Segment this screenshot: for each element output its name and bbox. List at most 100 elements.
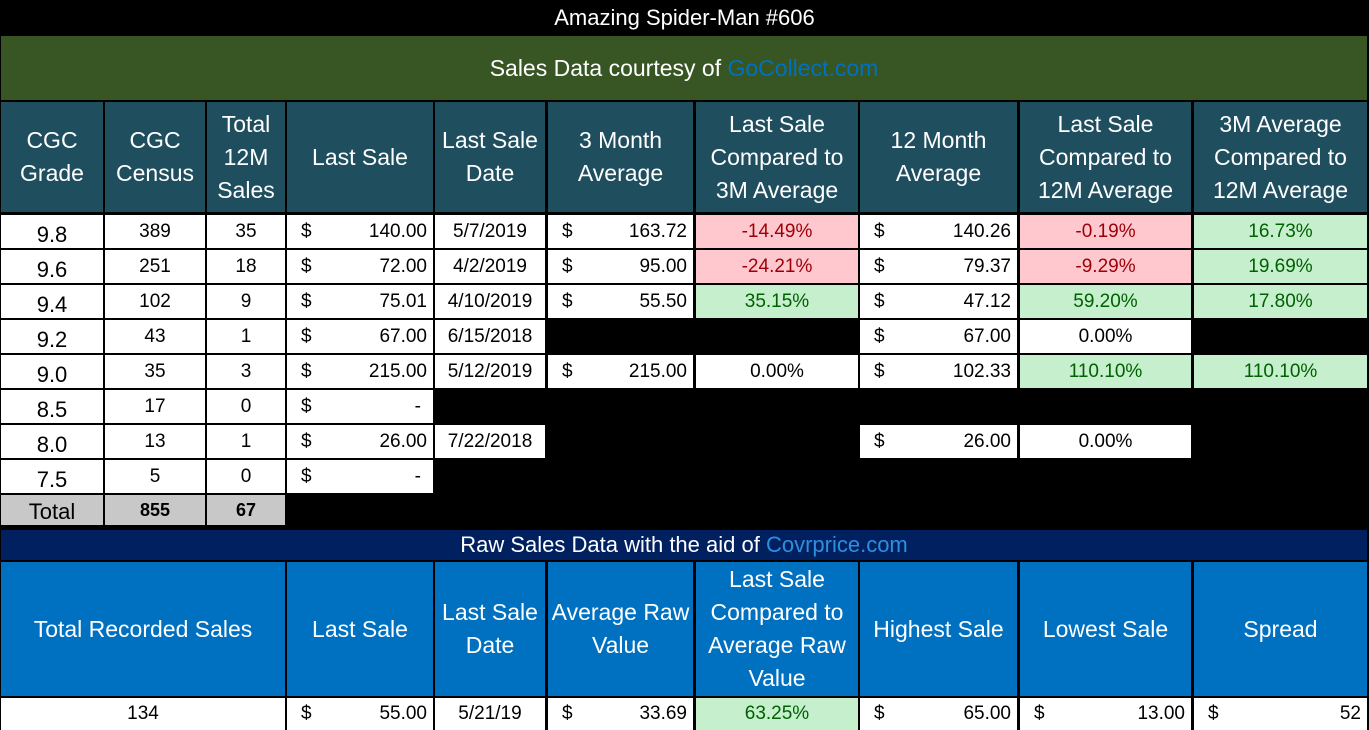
raw-highest-cell: $65.00 xyxy=(860,698,1017,730)
avg-3m-cell: $163.72 xyxy=(548,215,693,248)
raw-lowest-cell: $13.00 xyxy=(1020,698,1191,730)
grade-cell: 9.2 xyxy=(1,320,103,353)
census-cell: 102 xyxy=(105,285,205,318)
currency-symbol: $ xyxy=(874,290,885,312)
raw-last-sale-cell-value: 55.00 xyxy=(379,703,427,724)
avg-12m-cell-value: 67.00 xyxy=(963,325,1011,347)
last-sale-cell: $75.01 xyxy=(287,285,433,318)
currency-symbol: $ xyxy=(301,360,312,382)
currency-symbol: $ xyxy=(874,703,885,724)
grade-cell: 9.6 xyxy=(1,250,103,283)
avg-12m-cell: $140.26 xyxy=(860,215,1017,248)
vs-12m-cell: 0.00% xyxy=(1020,425,1191,458)
avg3m-vs-12m-cell: 16.73% xyxy=(1194,215,1367,248)
page-title: Amazing Spider-Man #606 xyxy=(554,5,815,30)
avg-12m-cell-value: 79.37 xyxy=(963,255,1011,277)
avg-12m-cell: $67.00 xyxy=(860,320,1017,353)
sales-count-cell: 0 xyxy=(207,390,285,423)
gocollect-banner: Sales Data courtesy of GoCollect.com xyxy=(1,36,1367,100)
currency-symbol: $ xyxy=(301,465,312,487)
header-vs12m: Last Sale Compared to 12M Average xyxy=(1020,102,1191,212)
last-sale-cell-value: 140.00 xyxy=(368,220,427,242)
currency-symbol: $ xyxy=(1208,703,1219,724)
avg-3m-cell-value: 215.00 xyxy=(628,360,687,382)
currency-symbol: $ xyxy=(301,325,312,347)
total-census: 855 xyxy=(105,495,205,525)
header-vs3m: Last Sale Compared to 3M Average xyxy=(696,102,858,212)
raw-header-last-sale: Last Sale xyxy=(287,562,433,696)
currency-symbol: $ xyxy=(562,255,573,277)
header-last-sale-date: Last Sale Date xyxy=(435,102,545,212)
raw-avg-cell-value: 33.69 xyxy=(639,703,687,724)
header-last-sale: Last Sale xyxy=(287,102,433,212)
raw-highest-cell-value: 65.00 xyxy=(963,703,1011,724)
census-cell: 13 xyxy=(105,425,205,458)
currency-symbol: $ xyxy=(874,325,885,347)
avg-12m-cell-value: 26.00 xyxy=(963,430,1011,452)
census-cell: 35 xyxy=(105,355,205,388)
header-avg12m: 12 Month Average xyxy=(860,102,1017,212)
total-label: Total xyxy=(1,495,103,525)
grade-cell: 8.5 xyxy=(1,390,103,423)
vs-3m-cell: 35.15% xyxy=(696,285,858,318)
currency-symbol: $ xyxy=(301,220,312,242)
currency-symbol: $ xyxy=(301,290,312,312)
avg-12m-cell-value: 47.12 xyxy=(963,290,1011,312)
currency-symbol: $ xyxy=(301,255,312,277)
vs-12m-cell: 59.20% xyxy=(1020,285,1191,318)
currency-symbol: $ xyxy=(562,220,573,242)
last-sale-cell: $ - xyxy=(287,460,433,493)
grade-cell: 9.4 xyxy=(1,285,103,318)
last-sale-cell-value: 72.00 xyxy=(379,255,427,277)
currency-symbol: $ xyxy=(874,255,885,277)
currency-symbol: $ xyxy=(562,290,573,312)
covrprice-banner: Raw Sales Data with the aid of Covrprice… xyxy=(1,530,1367,560)
avg-12m-cell-value: 102.33 xyxy=(952,360,1011,382)
currency-symbol: $ xyxy=(301,703,312,724)
header-avg3m: 3 Month Average xyxy=(548,102,693,212)
sales-count-cell: 9 xyxy=(207,285,285,318)
grade-cell: 7.5 xyxy=(1,460,103,493)
avg-3m-cell: $55.50 xyxy=(548,285,693,318)
raw-total-recorded-cell: 134 xyxy=(1,698,285,730)
avg-3m-cell: $215.00 xyxy=(548,355,693,388)
covrprice-link[interactable]: Covrprice.com xyxy=(765,532,908,557)
avg-3m-cell: $95.00 xyxy=(548,250,693,283)
raw-last-sale-date-cell: 5/21/19 xyxy=(435,698,545,730)
avg-12m-cell: $79.37 xyxy=(860,250,1017,283)
raw-header-highest: Highest Sale xyxy=(860,562,1017,696)
raw-header-spread: Spread xyxy=(1194,562,1367,696)
raw-header-lowest: Lowest Sale xyxy=(1020,562,1191,696)
currency-symbol: $ xyxy=(874,430,885,452)
census-cell: 251 xyxy=(105,250,205,283)
last-sale-cell-value: 75.01 xyxy=(379,290,427,312)
last-sale-cell-value: 26.00 xyxy=(379,430,427,452)
last-sale-date-cell: 5/12/2019 xyxy=(435,355,545,388)
raw-header-avg-raw: Average Raw Value xyxy=(548,562,693,696)
currency-symbol: $ xyxy=(301,430,312,452)
census-cell: 389 xyxy=(105,215,205,248)
header-census: CGC Census xyxy=(105,102,205,212)
last-sale-date-cell: 4/10/2019 xyxy=(435,285,545,318)
vs-3m-cell: -14.49% xyxy=(696,215,858,248)
grade-cell: 9.8 xyxy=(1,215,103,248)
grade-cell: 8.0 xyxy=(1,425,103,458)
currency-symbol: $ xyxy=(562,360,573,382)
raw-avg-cell: $33.69 xyxy=(548,698,693,730)
sales-count-cell: 0 xyxy=(207,460,285,493)
avg-3m-cell-value: 95.00 xyxy=(639,255,687,277)
last-sale-value: - xyxy=(414,465,421,487)
avg-12m-cell-value: 140.26 xyxy=(952,220,1011,242)
last-sale-date-cell: 5/7/2019 xyxy=(435,215,545,248)
header-grade: CGC Grade xyxy=(1,102,103,212)
avg-12m-cell: $102.33 xyxy=(860,355,1017,388)
census-cell: 43 xyxy=(105,320,205,353)
raw-header-vs-avg-raw: Last Sale Compared to Average Raw Value xyxy=(696,562,858,696)
raw-vs-avg-cell: 63.25% xyxy=(696,698,858,730)
last-sale-cell: $140.00 xyxy=(287,215,433,248)
sales-count-cell: 18 xyxy=(207,250,285,283)
last-sale-cell: $67.00 xyxy=(287,320,433,353)
total-sales: 67 xyxy=(207,495,285,525)
avg-12m-cell: $47.12 xyxy=(860,285,1017,318)
gocollect-link[interactable]: GoCollect.com xyxy=(727,54,879,81)
